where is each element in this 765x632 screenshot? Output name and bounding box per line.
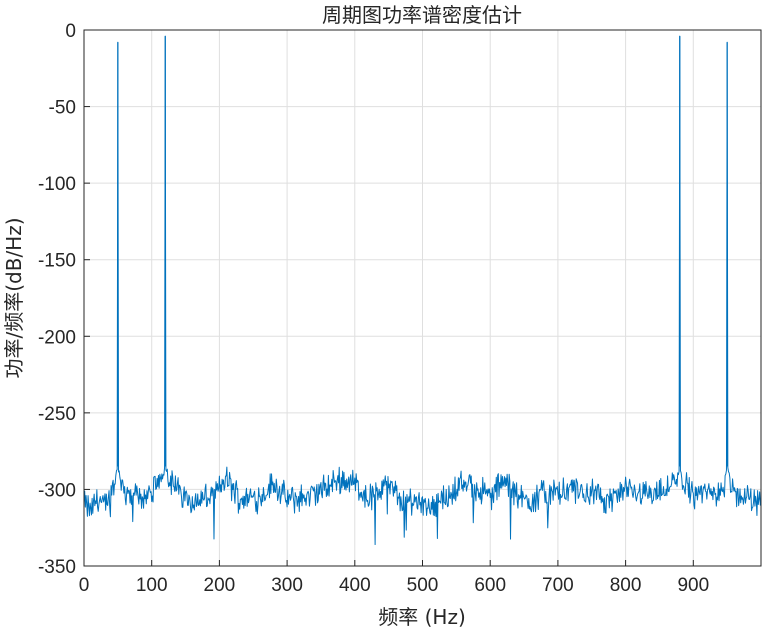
grid-lines	[84, 30, 761, 566]
y-axis-label: 功率/频率(dB/Hz)	[2, 217, 26, 378]
x-tick-label: 500	[407, 575, 439, 596]
y-tick-label: -100	[38, 174, 76, 195]
x-tick-label: 900	[677, 575, 709, 596]
x-axis-label: 频率 (Hz)	[378, 605, 466, 629]
axis-ticks: 0 100 200 300 400 500 600 700 800 900 0 -50 -100 -150…	[38, 21, 709, 596]
chart-title: 周期图功率谱密度估计	[322, 3, 522, 27]
x-tick-label: 0	[79, 575, 90, 596]
y-tick-label: 0	[65, 21, 76, 42]
y-tick-label: -200	[38, 327, 76, 348]
x-tick-label: 200	[204, 575, 236, 596]
x-tick-label: 700	[542, 575, 574, 596]
x-tick-label: 100	[136, 575, 168, 596]
y-tick-label: -50	[49, 98, 76, 119]
x-tick-label: 300	[271, 575, 303, 596]
data-series-line	[83, 35, 762, 546]
x-tick-label: 800	[610, 575, 642, 596]
psd-series-path	[83, 35, 762, 546]
y-tick-label: -350	[38, 557, 76, 578]
y-tick-label: -150	[38, 251, 76, 272]
x-tick-label: 400	[339, 575, 371, 596]
y-tick-label: -300	[38, 480, 76, 501]
x-tick-label: 600	[474, 575, 506, 596]
y-tick-label: -250	[38, 404, 76, 425]
